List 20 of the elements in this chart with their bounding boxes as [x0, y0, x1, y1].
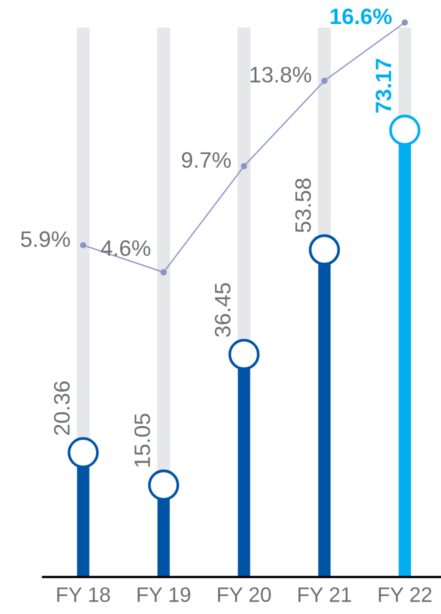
- data-label: 5.9%: [20, 231, 70, 248]
- data-label: 36.45: [214, 283, 231, 337]
- point: [80, 242, 86, 248]
- x-tick-label: FY 21: [298, 587, 352, 602]
- x-tick-label: FY 22: [378, 587, 432, 602]
- data-label: 73.17: [376, 58, 392, 113]
- data-label: 15.05: [134, 414, 150, 467]
- data-label: 13.8%: [250, 66, 312, 83]
- x-tick-label: FY 19: [138, 587, 190, 602]
- point: [321, 78, 328, 84]
- data-label: 4.6%: [100, 240, 150, 256]
- x-tick-label: FY 18: [57, 587, 110, 602]
- point: [402, 19, 408, 26]
- x-tick-label: FY 20: [218, 587, 271, 602]
- data-label: 20.36: [54, 381, 70, 435]
- data-label: 9.7%: [182, 152, 231, 168]
- point: [240, 162, 248, 170]
- data-label: 53.58: [295, 178, 311, 232]
- data-label: 16.6%: [330, 8, 392, 24]
- point: [160, 269, 167, 276]
